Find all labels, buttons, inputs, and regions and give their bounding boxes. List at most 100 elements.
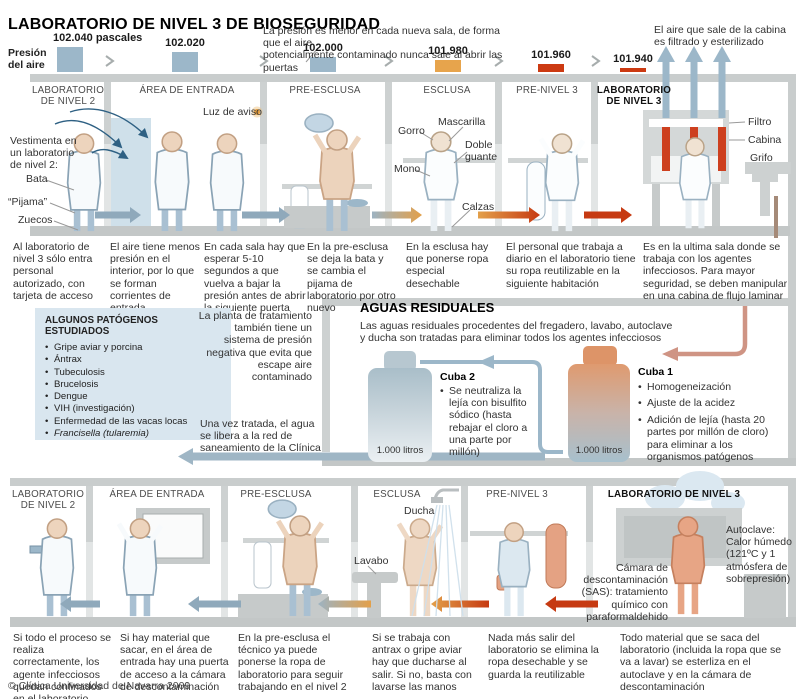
room-label-top-lab2: LABORATORIO DE NIVEL 2 — [31, 85, 105, 108]
hanging-suit — [526, 161, 546, 221]
bottom-ceiling — [10, 478, 796, 486]
chevron-right-icon — [105, 55, 601, 67]
right-wall-upper — [788, 74, 796, 466]
pathogen-item: Enfermedad de las vacas locas — [45, 416, 225, 429]
pressure-bar — [620, 68, 646, 72]
bar-label: 102.040 pascales — [53, 32, 143, 44]
label-cabina: Cabina — [748, 134, 782, 146]
caption-top-4: En la pre-esclusa se deja la bata y se c… — [307, 241, 396, 314]
pathogens-box: ALGUNOS PATÓGENOS ESTUDIADOS Gripe aviar… — [35, 308, 231, 440]
shower-spray — [411, 504, 464, 617]
cuba2-cap — [384, 351, 416, 371]
top-floor — [30, 226, 790, 236]
cuba2-name: Cuba 2 — [440, 371, 476, 383]
caption-top-6: El personal que trabaja a diario en el l… — [506, 241, 636, 290]
flow-arrow-icon — [431, 596, 489, 612]
label-lavabo: Lavabo — [354, 555, 389, 567]
release-note: Una vez tratada, el agua se libera a la … — [200, 418, 321, 455]
caption-top-1: Al laboratorio de nivel 3 sólo entra per… — [13, 241, 93, 302]
waste-ceiling — [322, 298, 796, 306]
cuba1-bullet: Homogeneización — [638, 381, 780, 394]
copyright-note: © Clínica Universidad de Navarra 2009 — [8, 680, 191, 692]
cuba2-capacity: 1.000 litros — [376, 445, 424, 456]
warning-light-icon — [251, 106, 263, 118]
page-title: LABORATORIO DE NIVEL 3 DE BIOSEGURIDAD — [8, 15, 381, 33]
cuba1-bullet: Ajuste de la acidez — [638, 397, 780, 410]
room-label-top-lab3: LABORATORIO DE NIVEL 3 — [596, 85, 672, 108]
room-label-top-prenivel3: PRE-NIVEL 3 — [516, 85, 578, 96]
bench — [238, 594, 328, 618]
people-figures — [39, 113, 712, 617]
waste-floor — [322, 458, 796, 466]
caption-bottom-4: Si se trabaja con antrax o gripe aviar h… — [372, 632, 472, 693]
label-grifo: Grifo — [750, 152, 773, 164]
cuba1-capacity: 1.000 litros — [575, 445, 623, 456]
top-walls — [104, 82, 598, 144]
person-figure — [39, 518, 75, 617]
label-bata: Bata — [26, 173, 48, 185]
label-luz-de-aviso: Luz de aviso — [203, 106, 262, 118]
cuba1-name: Cuba 1 — [638, 366, 674, 378]
label-calzas: Calzas — [462, 201, 495, 213]
person-figure — [116, 518, 164, 617]
flow-arrows — [60, 207, 632, 612]
caption-bottom-5: Nada más salir del laboratorio se elimin… — [488, 632, 599, 681]
label-filtro: Filtro — [748, 116, 772, 128]
room-label-top-esclusa: ESCLUSA — [423, 85, 471, 96]
caption-bottom-2: Si hay material que sacar, en el área de… — [120, 632, 229, 693]
pathogen-item: Gripe aviar y porcina — [45, 342, 225, 355]
label-ducha: Ducha — [404, 505, 435, 517]
pressure-bar — [310, 57, 336, 72]
air-current-arrows — [54, 106, 464, 617]
pressure-bar — [435, 60, 461, 72]
flow-arrow-icon — [372, 207, 422, 223]
top-doors — [104, 144, 598, 226]
label-mono: Mono — [394, 163, 421, 175]
label-camara-descontaminacion: Cámara de descontaminación (SAS): tratam… — [581, 562, 668, 623]
caption-top-7: Es en la ultima sala donde se trabaja co… — [643, 241, 788, 302]
pathogen-item: VIH (investigación) — [45, 403, 225, 416]
cuba2-bullet: Se neutraliza la lejía con bisulfito sód… — [440, 385, 539, 458]
waste-intro: Las aguas residuales procedentes del fre… — [360, 320, 673, 345]
pathogen-item: Ántrax — [45, 354, 225, 367]
room-label-bottom-lab3: LABORATORIO DE NIVEL 3 — [607, 489, 741, 500]
person-figure — [66, 133, 102, 232]
label-mascarilla: Mascarilla — [438, 116, 486, 128]
top-ceiling — [30, 74, 790, 82]
person-figure — [209, 133, 245, 232]
room-label-top-preesclusa: PRE-ESCLUSA — [289, 85, 361, 96]
cuba2-tank — [368, 368, 432, 462]
grifo-faucet — [745, 162, 791, 238]
person-figure — [423, 131, 459, 232]
cuba1-cap — [583, 346, 617, 366]
caption-bottom-1: Si todo el proceso se realiza correctame… — [13, 632, 112, 699]
sink-lavabo — [352, 572, 398, 618]
bar-label: 102.000 — [303, 42, 343, 54]
dirty-water-pipe — [676, 306, 748, 357]
towel — [253, 541, 272, 589]
caption-top-5: En la esclusa hay que ponerse ropa espec… — [406, 241, 489, 290]
pressure-axis-label: Presión del aire — [8, 47, 47, 72]
pathogen-item: Francisella (tularemia) — [45, 428, 225, 441]
waste-title: AGUAS RESIDUALES — [360, 300, 495, 315]
flow-arrow-icon — [545, 596, 598, 612]
treated-water-arrow — [178, 448, 545, 465]
waste-left-wall — [322, 306, 330, 452]
flow-arrow-icon — [60, 596, 100, 612]
shower-head — [431, 488, 459, 503]
caption-top-3: En cada sala hay que esperar 5-10 segund… — [204, 241, 306, 314]
right-wall-lower — [788, 478, 796, 619]
pathogen-item: Tubeculosis — [45, 367, 225, 380]
person-figure — [538, 133, 586, 232]
pathogen-item: Dengue — [45, 391, 225, 404]
flow-arrow-icon — [318, 596, 371, 612]
bottom-walls — [86, 486, 593, 542]
pressure-bar — [172, 52, 198, 72]
leader-lines — [45, 47, 746, 575]
flow-arrow-icon — [478, 207, 540, 223]
flow-arrow-icon — [584, 207, 632, 223]
person-figure — [497, 522, 531, 617]
air-out-arrow-icon — [657, 46, 731, 118]
